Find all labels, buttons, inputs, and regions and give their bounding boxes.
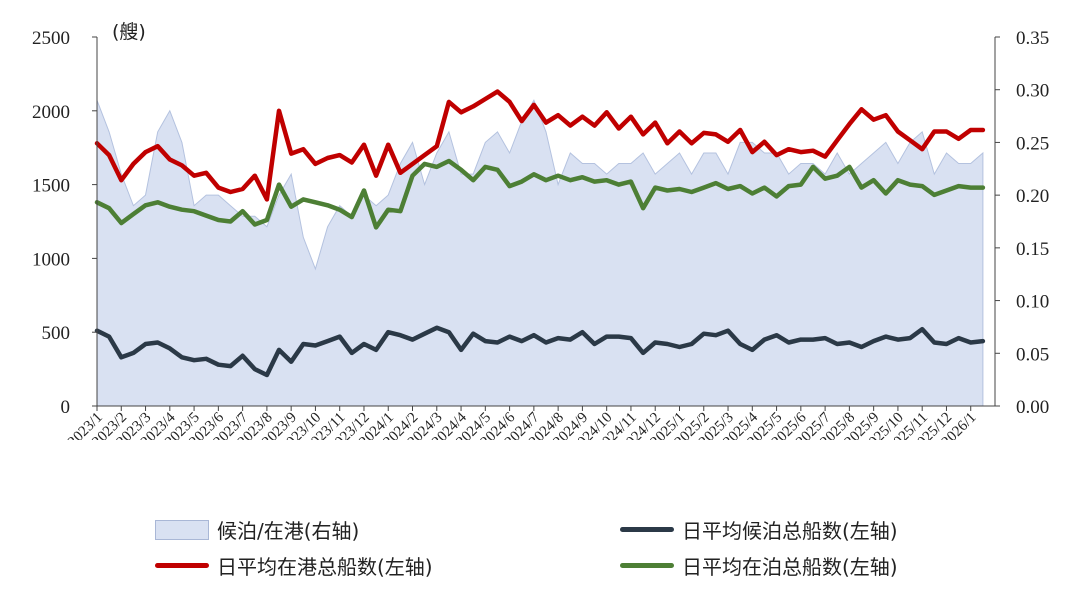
right-tick-label: 0.10 [1016, 292, 1049, 313]
right-tick-label: 0.20 [1016, 186, 1049, 207]
line-series-layer [94, 89, 986, 378]
legend-item-berthed: 日平均在泊总船数(左轴) [620, 551, 898, 580]
series-area-0 [96, 99, 984, 407]
left-tick-label: 1000 [32, 249, 70, 270]
axes: 0 500 1000 1500 2000 2500 0.00 0.05 0.10 0.15 0.20… [32, 28, 1049, 440]
legend-label-berthed: 日平均在泊总船数(左轴) [682, 555, 898, 579]
area-series-layer [96, 99, 984, 407]
legend-swatch-waiting [620, 527, 674, 532]
legend-swatch-in-port [155, 563, 209, 568]
legend-item-waiting: 日平均候泊总船数(左轴) [620, 515, 898, 544]
legend-label-in-port: 日平均在港总船数(左轴) [217, 555, 433, 579]
left-tick-label: 1500 [32, 176, 70, 197]
legend-label-waiting: 日平均候泊总船数(左轴) [682, 519, 898, 543]
unit-label: (艘) [112, 21, 146, 43]
right-tick-label: 0.15 [1016, 239, 1049, 260]
series-line-3 [94, 158, 986, 230]
legend-swatch-berthed [620, 563, 674, 568]
left-tick-label: 0 [61, 397, 71, 418]
series-line-1 [94, 325, 986, 378]
legend-swatch-ratio [155, 519, 209, 540]
series-line-2 [94, 89, 986, 202]
left-tick-label: 2000 [32, 102, 70, 123]
left-tick-label: 500 [42, 323, 71, 344]
legend-item-in-port: 日平均在港总船数(左轴) [155, 551, 433, 580]
right-tick-label: 0.35 [1016, 28, 1049, 49]
left-tick-label: 2500 [32, 28, 70, 49]
right-tick-label: 0.00 [1016, 397, 1049, 418]
right-tick-label: 0.25 [1016, 133, 1049, 154]
chart: 0 500 1000 1500 2000 2500 0.00 0.05 0.10 0.15 0.20… [32, 21, 1049, 440]
right-tick-label: 0.05 [1016, 344, 1049, 365]
right-tick-label: 0.30 [1016, 81, 1049, 102]
legend-label-ratio: 候泊/在港(右轴) [217, 519, 360, 543]
legend-item-ratio: 候泊/在港(右轴) [155, 515, 359, 544]
